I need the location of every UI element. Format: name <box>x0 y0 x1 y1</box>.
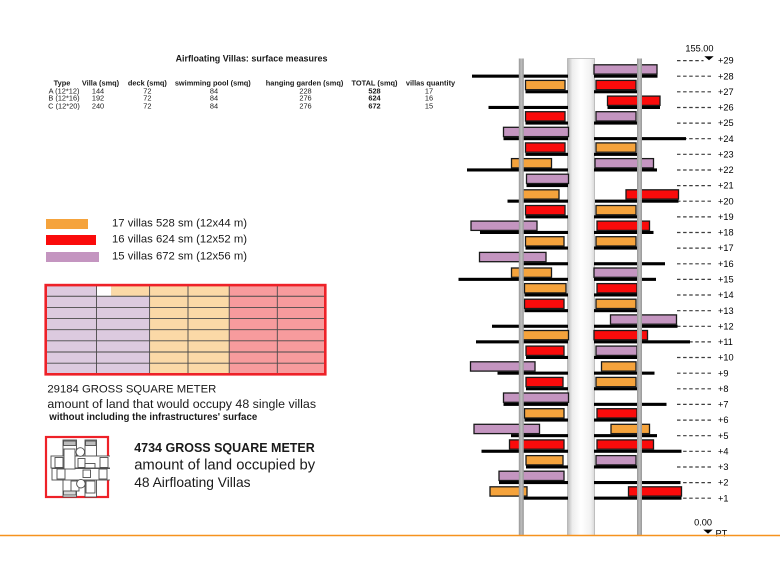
svg-text:+17: +17 <box>718 243 734 253</box>
svg-text:+18: +18 <box>718 228 734 238</box>
svg-text:+4: +4 <box>718 446 728 456</box>
svg-text:+7: +7 <box>718 400 728 410</box>
svg-text:+22: +22 <box>718 165 734 175</box>
svg-text:+14: +14 <box>718 290 734 300</box>
svg-text:+10: +10 <box>718 353 734 363</box>
svg-text:+11: +11 <box>718 337 733 347</box>
svg-text:+9: +9 <box>718 368 728 378</box>
svg-text:PT: PT <box>716 529 728 539</box>
svg-text:+2: +2 <box>718 478 728 488</box>
svg-text:+12: +12 <box>718 321 734 331</box>
svg-text:+25: +25 <box>718 118 734 128</box>
svg-text:+27: +27 <box>718 87 734 97</box>
svg-text:0.00: 0.00 <box>694 518 712 528</box>
svg-text:+20: +20 <box>718 196 734 206</box>
svg-text:+15: +15 <box>718 275 734 285</box>
svg-text:+24: +24 <box>718 134 734 144</box>
svg-text:+6: +6 <box>718 415 728 425</box>
svg-text:+1: +1 <box>718 493 728 503</box>
svg-text:+21: +21 <box>718 181 734 191</box>
svg-text:+8: +8 <box>718 384 728 394</box>
svg-text:+5: +5 <box>718 431 728 441</box>
svg-text:+29: +29 <box>718 56 734 66</box>
svg-text:+13: +13 <box>718 306 734 316</box>
svg-text:+16: +16 <box>718 259 734 269</box>
svg-text:155.00: 155.00 <box>685 44 713 54</box>
svg-text:+19: +19 <box>718 212 734 222</box>
svg-text:+26: +26 <box>718 103 734 113</box>
svg-text:+28: +28 <box>718 71 734 81</box>
svg-text:+23: +23 <box>718 149 734 159</box>
svg-text:+3: +3 <box>718 462 728 472</box>
